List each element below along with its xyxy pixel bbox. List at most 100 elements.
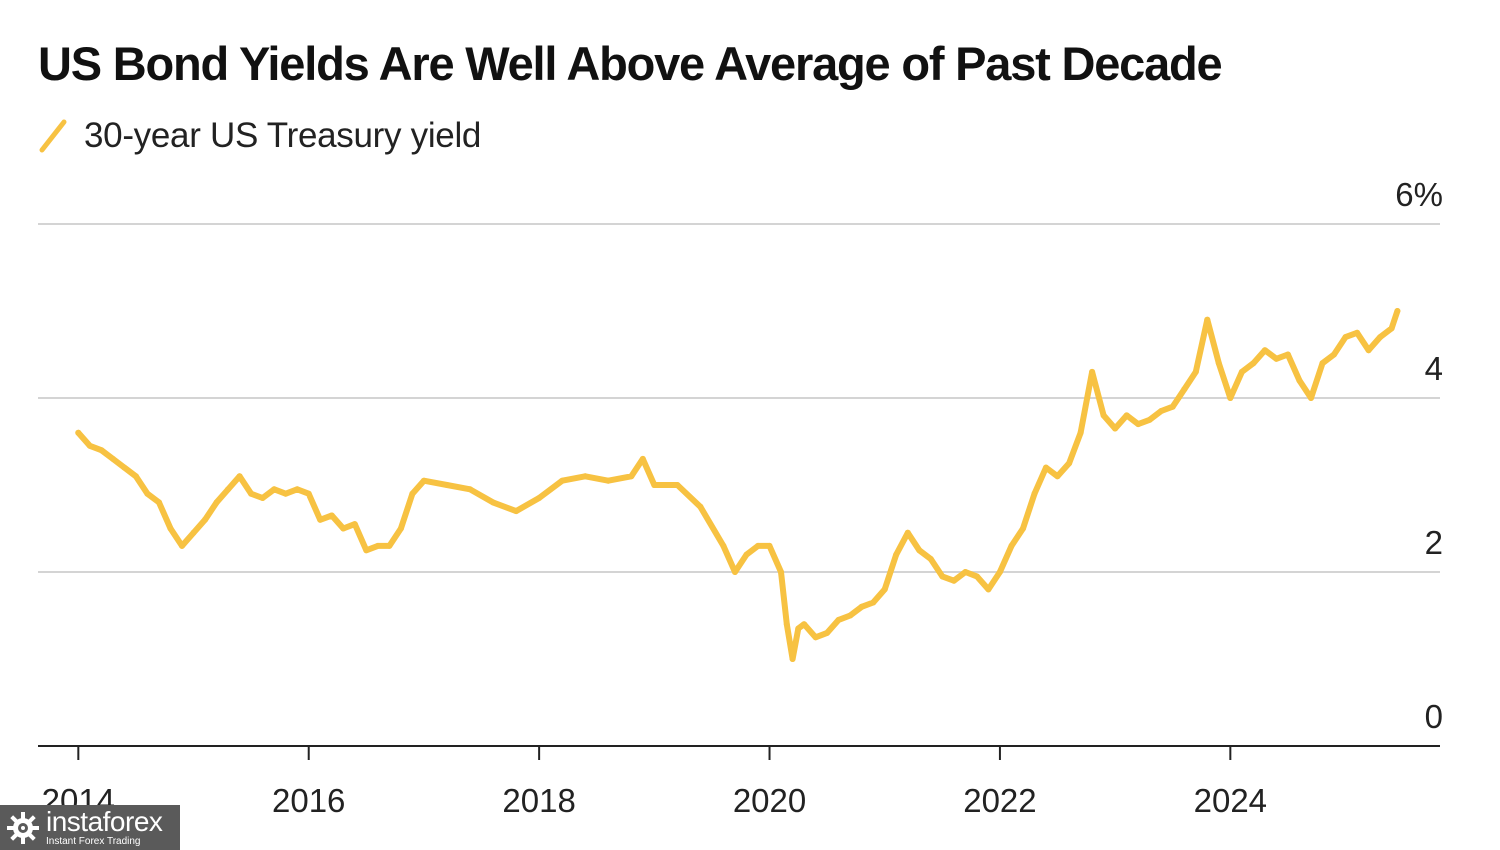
data-point xyxy=(1388,325,1395,332)
data-point xyxy=(225,486,232,493)
data-point xyxy=(697,503,704,510)
data-point xyxy=(628,473,635,480)
data-point xyxy=(732,569,738,575)
data-point xyxy=(1089,368,1096,375)
data-point xyxy=(328,512,335,519)
data-point xyxy=(916,547,923,554)
data-point xyxy=(1066,460,1073,467)
data-point xyxy=(190,529,197,536)
y-tick-label: 6% xyxy=(1395,176,1443,213)
data-point xyxy=(870,599,877,606)
data-point xyxy=(720,542,727,549)
data-point xyxy=(605,477,612,484)
data-point xyxy=(835,616,842,623)
data-point xyxy=(444,482,450,488)
data-point xyxy=(582,473,589,480)
data-point xyxy=(1250,360,1257,367)
data-point xyxy=(778,569,784,575)
data-point xyxy=(973,573,980,580)
data-point xyxy=(340,525,347,532)
data-point xyxy=(1227,395,1234,401)
series-line-30yr-treasury xyxy=(75,308,1401,662)
data-point xyxy=(156,499,162,506)
data-point xyxy=(1077,429,1084,436)
data-point xyxy=(86,442,93,449)
data-point xyxy=(950,577,957,584)
data-point xyxy=(1284,351,1291,358)
data-point xyxy=(639,455,646,462)
data-point xyxy=(1365,347,1372,354)
data-point xyxy=(743,551,750,558)
data-point xyxy=(467,486,473,493)
data-point xyxy=(1146,416,1153,423)
data-point xyxy=(985,586,992,593)
data-point xyxy=(179,542,185,549)
data-point xyxy=(1043,464,1049,471)
data-point xyxy=(1192,368,1199,375)
data-point xyxy=(1261,347,1268,354)
data-point xyxy=(927,556,934,562)
data-point xyxy=(559,477,566,484)
data-point xyxy=(132,473,139,480)
data-point xyxy=(213,499,220,506)
data-point xyxy=(513,508,520,515)
x-tick-label: 2024 xyxy=(1194,782,1267,819)
data-point xyxy=(893,551,900,558)
data-point xyxy=(386,542,393,549)
data-point xyxy=(1204,316,1211,323)
data-point xyxy=(1394,308,1401,314)
data-point xyxy=(294,486,301,493)
data-point xyxy=(167,525,174,532)
legend: 30-year US Treasury yield xyxy=(38,116,481,156)
data-point xyxy=(236,473,243,480)
data-point xyxy=(1273,355,1280,362)
data-point xyxy=(789,656,796,662)
data-point xyxy=(374,542,381,549)
data-point xyxy=(282,490,289,497)
data-point xyxy=(881,586,888,593)
x-tick-label: 2022 xyxy=(963,782,1036,819)
data-point xyxy=(1377,334,1384,341)
data-point xyxy=(1100,412,1107,419)
data-point xyxy=(351,521,358,528)
y-tick-label: 4 xyxy=(1425,350,1443,387)
data-point xyxy=(409,490,416,497)
data-point xyxy=(847,612,854,619)
gear-icon xyxy=(7,811,39,844)
data-point xyxy=(363,547,370,554)
data-point xyxy=(1308,395,1314,401)
legend-swatch-icon xyxy=(39,119,67,153)
data-point xyxy=(962,569,969,575)
watermark-logo: instaforex Instant Forex Trading xyxy=(0,805,180,850)
data-point xyxy=(109,455,116,462)
data-point xyxy=(536,495,543,501)
y-tick-label: 0 xyxy=(1425,698,1443,735)
data-point xyxy=(98,447,105,454)
data-point xyxy=(420,477,427,484)
data-point xyxy=(1181,386,1188,393)
x-tick-label: 2016 xyxy=(272,782,345,819)
data-point xyxy=(1296,377,1303,384)
data-point xyxy=(490,499,496,506)
data-point xyxy=(1354,329,1361,336)
data-point xyxy=(1238,368,1245,375)
data-point xyxy=(795,625,802,632)
data-point xyxy=(1135,421,1142,428)
data-point xyxy=(1158,408,1165,414)
data-point xyxy=(766,542,773,549)
data-point xyxy=(397,525,404,532)
data-point xyxy=(1215,360,1222,367)
data-point xyxy=(812,634,819,641)
data-point xyxy=(1342,334,1349,341)
data-point xyxy=(858,603,865,610)
y-tick-label: 2 xyxy=(1425,524,1443,561)
data-point xyxy=(1123,412,1130,419)
data-point xyxy=(317,516,324,523)
data-point xyxy=(1169,403,1176,410)
data-point xyxy=(121,464,128,471)
data-point xyxy=(801,621,808,628)
data-point xyxy=(202,516,208,523)
watermark-name: instaforex xyxy=(46,806,163,837)
data-point xyxy=(755,542,761,549)
